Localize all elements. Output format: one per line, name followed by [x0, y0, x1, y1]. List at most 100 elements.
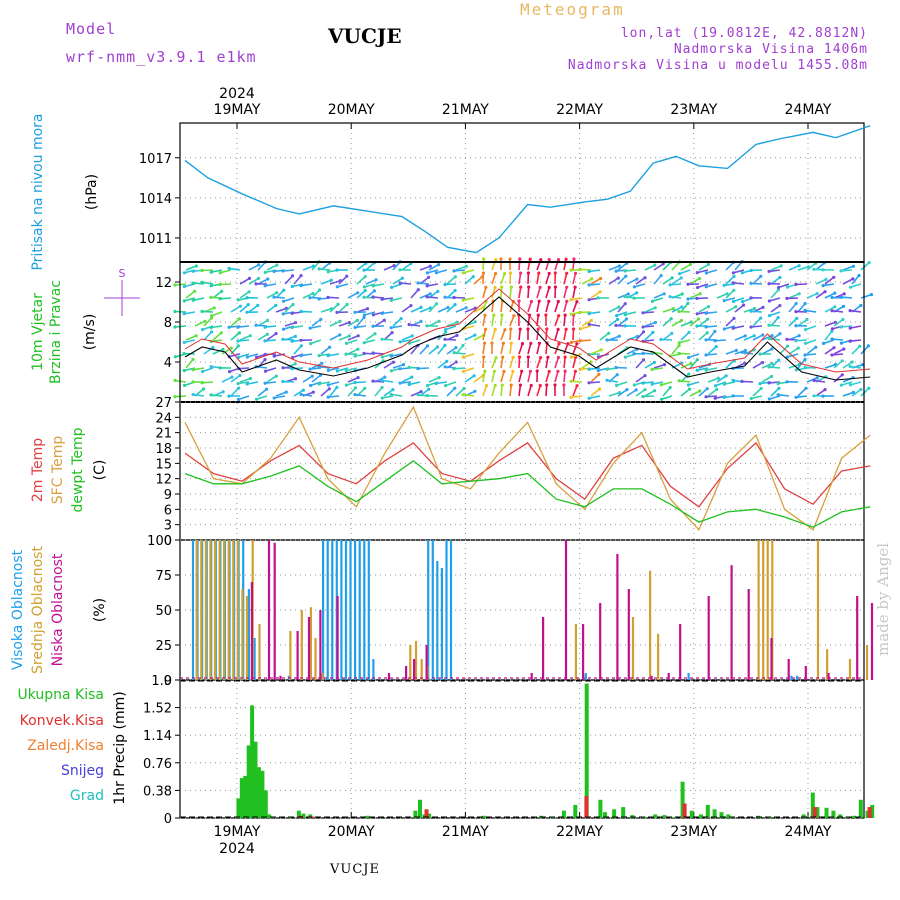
wind-barb: [797, 303, 806, 313]
wind-barb-head: [803, 357, 807, 362]
wind-barb: [804, 309, 817, 313]
wind-barb-head: [614, 269, 618, 273]
wind-barb-head: [814, 345, 818, 349]
wind-barb-head: [426, 383, 430, 388]
wind-barb-head: [265, 318, 270, 322]
ytick-label: 8: [164, 316, 172, 331]
wind-barb: [374, 319, 385, 327]
wind-barb: [824, 363, 836, 369]
temp-label-sfc: SFC Temp: [50, 436, 66, 505]
wind-barb: [329, 334, 341, 341]
wind-barb-head: [615, 383, 619, 387]
wind-barb-head: [848, 326, 852, 330]
wind-barb-head: [740, 350, 744, 354]
wind-barb: [400, 282, 412, 285]
wind-barb-head: [557, 342, 561, 346]
wind-barb: [265, 381, 277, 384]
wind-barb: [364, 311, 376, 316]
wind-barb: [851, 274, 860, 285]
wind-barb-head: [335, 385, 339, 389]
wind-barb: [671, 261, 681, 271]
wind-barb-head: [804, 386, 808, 390]
cloud-bar: [790, 675, 793, 680]
wind-barb: [615, 366, 628, 369]
wind-barb-head: [317, 288, 322, 292]
wind-barb: [257, 388, 268, 397]
wind-barb-head: [704, 395, 708, 399]
wind-barb-head: [529, 383, 533, 388]
cloud-bar: [804, 666, 807, 680]
wind-barb-head: [832, 346, 836, 350]
wind-barb-head: [508, 257, 512, 261]
wind-barb-head: [191, 368, 195, 372]
precip-bar: [301, 813, 306, 818]
wind-barb-head: [722, 382, 726, 386]
wind-barb: [382, 297, 394, 301]
wind-barb: [509, 301, 515, 313]
wind-barb: [247, 353, 259, 358]
wind-barb-head: [380, 297, 384, 301]
wind-barb-head: [301, 388, 305, 392]
wind-barb: [428, 263, 439, 271]
wind-barb: [491, 385, 496, 397]
wind-barb-head: [455, 320, 459, 324]
wind-barb: [311, 289, 321, 299]
cloud-bar: [766, 540, 769, 680]
wind-barb: [589, 367, 601, 371]
wind-barb-head: [245, 296, 249, 300]
wind-barb: [643, 339, 655, 343]
wind-barb: [617, 388, 628, 397]
wind-barb: [383, 264, 395, 271]
cloud-bar: [322, 540, 325, 680]
wind-barb: [338, 303, 348, 313]
wind-barb: [265, 367, 277, 372]
wind-barb: [850, 283, 862, 288]
wind-barb: [491, 273, 497, 285]
cloud-bar: [649, 570, 652, 680]
wind-barb: [302, 375, 313, 383]
wind-barb-head: [200, 268, 204, 273]
wind-barb-head: [797, 292, 801, 296]
wind-barb: [455, 387, 465, 397]
wind-barb: [734, 335, 746, 341]
wind-barb-head: [437, 319, 441, 323]
wind-barb-head: [776, 382, 780, 386]
wind-barb-head: [380, 311, 384, 316]
wind-barb-head: [650, 382, 654, 386]
wind-barb: [651, 367, 664, 371]
wind-barb: [608, 277, 619, 285]
wind-barb-head: [209, 365, 213, 369]
wind-barb: [572, 287, 576, 299]
wind-barb-head: [615, 373, 619, 377]
wind-barb-head: [373, 332, 377, 336]
wind-barb: [563, 371, 566, 383]
wind-barb-head: [519, 271, 523, 275]
wind-barb-head: [443, 282, 447, 287]
wind-barb-head: [689, 361, 693, 366]
wind-barb-head: [347, 334, 351, 338]
wind-barb-head: [848, 339, 852, 343]
precip-bar: [584, 796, 589, 818]
wind-barb-head: [209, 330, 214, 334]
wind-barb-head: [501, 341, 505, 345]
wind-barb-head: [749, 268, 753, 273]
cloud-bar: [236, 540, 239, 680]
wind-barb-head: [538, 383, 542, 388]
wind-barb-head: [823, 290, 827, 294]
wind-barb-head: [443, 295, 447, 299]
wind-barb: [554, 315, 560, 327]
wind-barb-head: [201, 328, 205, 332]
wind-barb: [194, 320, 206, 327]
wind-barb: [804, 366, 817, 369]
wind-barb: [221, 376, 233, 383]
cloud-unit: (%): [92, 598, 108, 622]
temp-unit: (C): [92, 460, 108, 481]
cloud-bar: [358, 540, 361, 680]
wind-barb: [319, 268, 331, 271]
precip-label-3: Snijeg: [61, 763, 104, 779]
wind-barb-head: [565, 285, 569, 289]
wind-barb-head: [769, 374, 774, 379]
wind-barb-head: [547, 271, 551, 276]
wind-barb-head: [335, 285, 339, 289]
wind-barb-head: [563, 355, 567, 359]
